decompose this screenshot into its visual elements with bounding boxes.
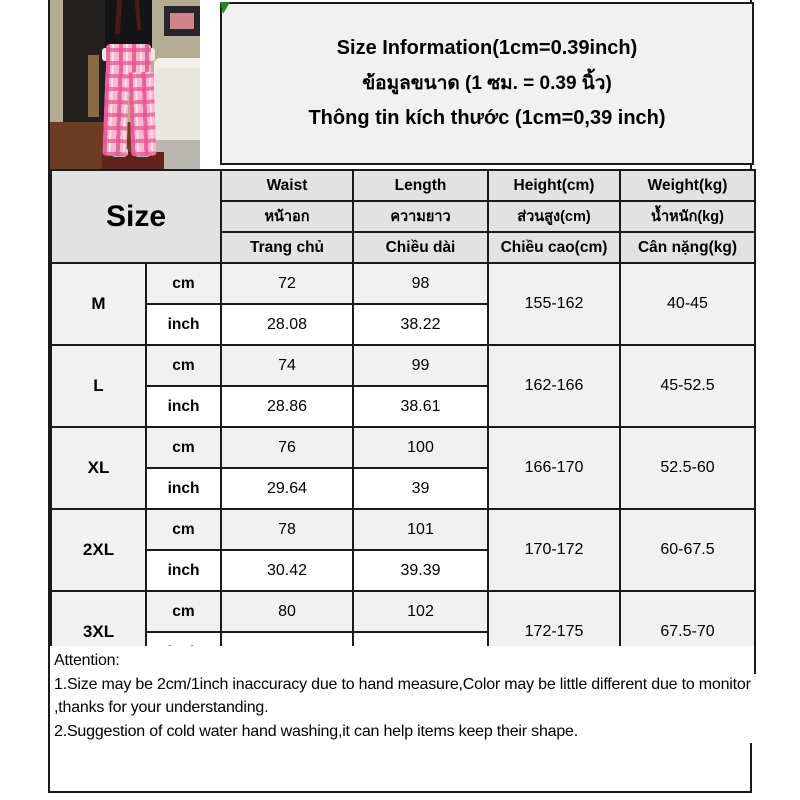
table-row: XL cm 76 100 166-170 52.5-60 (50, 426, 756, 510)
length-cm-value: 101 (352, 508, 489, 551)
attention-note-2: 2.Suggestion of cold water hand washing,… (54, 722, 579, 740)
waist-cm-value: 74 (220, 344, 354, 387)
unit-label: cm (145, 344, 222, 387)
length-cm-value: 99 (352, 344, 489, 387)
unit-label: inch (145, 467, 222, 510)
size-2xl: 2XL (50, 508, 147, 592)
height-range: 155-162 (487, 262, 621, 346)
waist-inch-value: 28.86 (220, 385, 354, 428)
unit-label: cm (145, 262, 222, 305)
col-header-weight: Weight(kg) (619, 169, 756, 202)
length-inch-value: 39 (352, 467, 489, 510)
plaid-pants-left-leg (102, 71, 130, 157)
weight-range: 60-67.5 (619, 508, 756, 592)
col-header-length-th: ความยาว (352, 200, 489, 233)
waist-inch-value: 30.42 (220, 549, 354, 592)
height-range: 170-172 (487, 508, 621, 592)
table-row: inch 30.42 39.39 (51, 549, 755, 592)
table-row: inch 28.86 38.61 (51, 385, 755, 428)
col-header-weight-th: น้ำหนัก(kg) (619, 200, 756, 233)
length-inch-value: 38.61 (352, 385, 489, 428)
attention-notes: Attention: 1.Size may be 2cm/1inch inacc… (50, 646, 754, 743)
length-cm-value: 98 (352, 262, 489, 305)
outer-frame: Size Information(1cm=0.39inch) ข้อมูลขนา… (48, 0, 756, 793)
wardrobe-door (88, 55, 99, 117)
col-header-height-vi: Chiều cao(cm) (487, 231, 621, 264)
table-header-row-vi: Trang chủ Chiều dài Chiều cao(cm) Cân nặ… (51, 231, 756, 264)
table-row: 2XL cm 78 101 170-172 60-67.5 (50, 508, 756, 592)
unit-label: cm (145, 590, 222, 633)
col-header-waist-vi: Trang chủ (220, 231, 354, 264)
plaid-pants-right-leg (128, 71, 157, 157)
title-english: Size Information(1cm=0.39inch) (336, 37, 638, 59)
weight-range: 45-52.5 (619, 344, 756, 428)
wall-picture-frame (164, 6, 200, 36)
length-cm-value: 100 (352, 426, 489, 469)
waist-inch-value: 28.08 (220, 303, 354, 346)
length-cm-value: 102 (352, 590, 489, 633)
table-row: 3XL cm 80 102 172-175 67.5-70 (50, 590, 756, 674)
attention-note-1: 1.Size may be 2cm/1inch inaccuracy due t… (54, 675, 751, 717)
col-header-height-th: ส่วนสูง(cm) (487, 200, 621, 233)
length-inch-value: 39.39 (352, 549, 489, 592)
title-thai: ข้อมูลขนาด (1 ซม. = 0.39 นิ้ว) (362, 73, 612, 94)
bed (154, 58, 200, 140)
col-header-waist-th: หน้าอก (220, 200, 354, 233)
col-header-height: Height(cm) (487, 169, 621, 202)
attention-title: Attention: (54, 652, 120, 669)
table-row: L cm 74 99 162-166 45-52.5 (50, 344, 756, 428)
waist-cm-value: 76 (220, 426, 354, 469)
col-header-length: Length (352, 169, 489, 202)
weight-range: 40-45 (619, 262, 756, 346)
unit-label: inch (145, 549, 222, 592)
size-l: L (50, 344, 147, 428)
table-header-row-th: หน้าอก ความยาว ส่วนสูง(cm) น้ำหนัก(kg) (51, 200, 756, 233)
unit-label: cm (145, 508, 222, 551)
wall-picture (170, 13, 194, 29)
height-range: 166-170 (487, 426, 621, 510)
table-row: M cm 72 98 155-162 40-45 (50, 262, 756, 346)
green-corner-triangle-icon (220, 2, 230, 14)
size-table: Size Waist Length Height(cm) Weight(kg) … (50, 169, 756, 674)
table-row: inch 28.08 38.22 (51, 303, 755, 346)
size-m: M (50, 262, 147, 346)
col-header-length-vi: Chiều dài (352, 231, 489, 264)
model-black-top (105, 0, 152, 52)
waist-cm-value: 78 (220, 508, 354, 551)
size-header-label: Size (50, 169, 222, 264)
unit-label: cm (145, 426, 222, 469)
length-inch-value: 38.22 (352, 303, 489, 346)
waist-cm-value: 72 (220, 262, 354, 305)
size-xl: XL (50, 426, 147, 510)
waist-cm-value: 80 (220, 590, 354, 633)
col-header-waist: Waist (220, 169, 354, 202)
product-photo (50, 0, 200, 169)
weight-range: 52.5-60 (619, 426, 756, 510)
table-header-row-en: Size Waist Length Height(cm) Weight(kg) (50, 169, 756, 264)
unit-label: inch (145, 303, 222, 346)
waist-inch-value: 29.64 (220, 467, 354, 510)
unit-label: inch (145, 385, 222, 428)
size-information-header: Size Information(1cm=0.39inch) ข้อมูลขนา… (220, 2, 754, 165)
table-row: inch 29.64 39 (51, 467, 755, 510)
height-range: 162-166 (487, 344, 621, 428)
col-header-weight-vi: Cân nặng(kg) (619, 231, 756, 264)
title-vietnamese: Thông tin kích thước (1cm=0,39 inch) (308, 107, 666, 129)
